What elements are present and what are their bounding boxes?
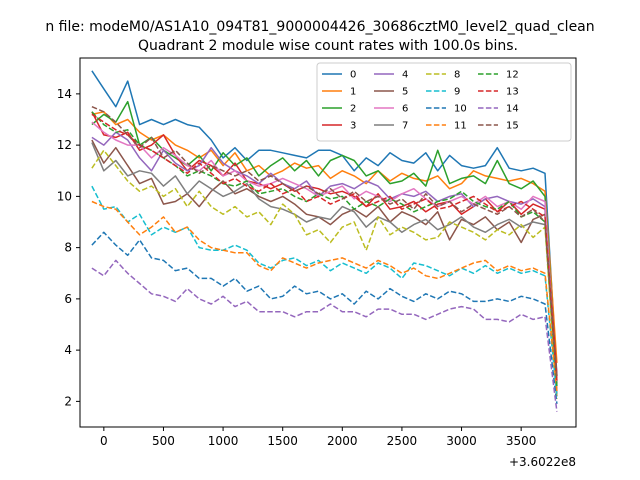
plot-title: Quadrant 2 module wise count rates with …	[138, 38, 518, 54]
axes-frame	[79, 57, 577, 428]
x-tick-label: 2500	[387, 434, 418, 448]
legend-label-10: 10	[454, 104, 467, 115]
series-line-3	[91, 111, 558, 376]
legend-label-1: 1	[350, 87, 356, 98]
x-tick-label: 3000	[446, 434, 477, 448]
legend-label-11: 11	[454, 121, 467, 132]
series-line-11	[91, 200, 558, 392]
legend-box	[316, 62, 572, 142]
legend-label-3: 3	[350, 121, 356, 132]
legend-label-13: 13	[506, 87, 519, 98]
legend-label-6: 6	[402, 104, 408, 115]
legend-label-14: 14	[506, 104, 519, 115]
y-tick-label: 4	[64, 343, 72, 357]
legend-label-8: 8	[454, 70, 460, 81]
x-tick-label: 2000	[327, 434, 358, 448]
legend-label-12: 12	[506, 70, 519, 81]
y-tick-label: 8	[64, 241, 72, 255]
legend-label-5: 5	[402, 87, 408, 98]
legend-label-2: 2	[350, 104, 356, 115]
y-tick-label: 12	[57, 138, 72, 152]
legend-label-15: 15	[506, 121, 519, 132]
x-axis: 0 500 1000 1500 2000 2500 3000 3500	[100, 427, 536, 448]
legend-label-0: 0	[350, 70, 356, 81]
series-line-1	[91, 111, 558, 363]
x-tick-label: 0	[100, 434, 108, 448]
series-line-10	[91, 231, 558, 404]
series-line-9	[91, 185, 558, 397]
series-lines	[91, 70, 558, 412]
x-tick-label: 1000	[208, 434, 239, 448]
legend-label-7: 7	[402, 121, 408, 132]
x-tick-label: 500	[152, 434, 175, 448]
series-line-2	[91, 100, 558, 381]
series-line-8	[91, 149, 558, 399]
x-tick-label: 3500	[506, 434, 537, 448]
y-tick-label: 2	[64, 394, 72, 408]
series-line-15	[91, 106, 558, 379]
series-line-0	[91, 70, 558, 376]
y-axis: 2 4 6 8 10 12 14	[57, 87, 80, 408]
legend-label-9: 9	[454, 87, 460, 98]
series-line-14	[91, 259, 558, 412]
legend-label-4: 4	[402, 70, 408, 81]
x-offset-label: +3.6022e8	[509, 455, 576, 469]
series-line-7	[91, 142, 558, 397]
y-tick-label: 14	[57, 87, 72, 101]
y-tick-label: 6	[64, 292, 72, 306]
y-tick-label: 10	[57, 189, 72, 203]
series-line-5	[91, 139, 558, 384]
x-tick-label: 1500	[267, 434, 298, 448]
figure-suptitle: n file: modeM0/AS1A10_094T81_9000004426_…	[45, 19, 594, 35]
series-line-13	[91, 113, 558, 381]
